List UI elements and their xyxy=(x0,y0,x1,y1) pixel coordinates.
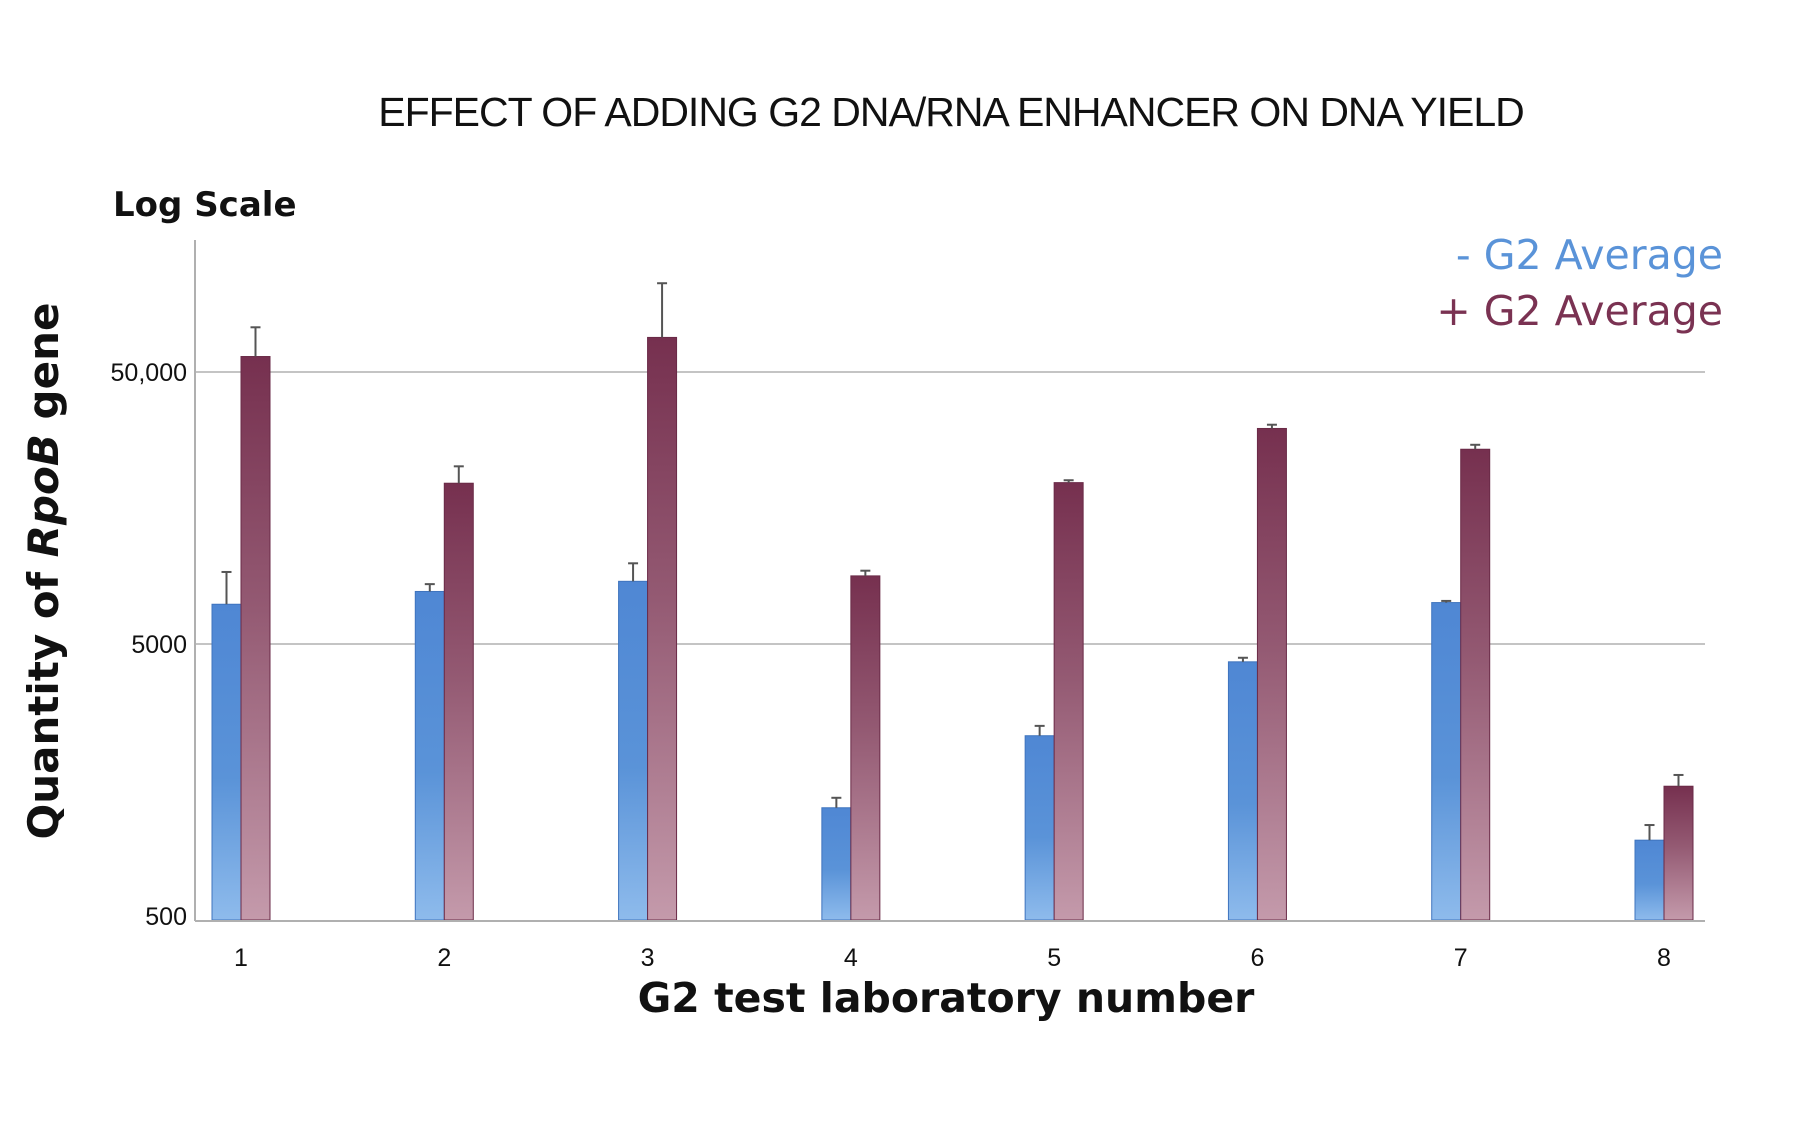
y-axis-label-suffix: gene xyxy=(19,303,68,435)
bar xyxy=(821,807,852,921)
y-tick-labels: 500 5000 50,000 xyxy=(111,359,187,931)
bar xyxy=(1431,602,1462,921)
legend-entry: - G2 Average xyxy=(1456,231,1723,279)
bar xyxy=(240,356,271,921)
x-tick-label: 8 xyxy=(1657,944,1671,972)
chart-title: EFFECT OF ADDING G2 DNA/RNA ENHANCER ON … xyxy=(378,89,1524,135)
y-tick-label: 50,000 xyxy=(111,359,187,387)
bar xyxy=(1663,785,1694,921)
bar xyxy=(211,603,242,921)
bar xyxy=(443,482,474,921)
y-tick-label: 5000 xyxy=(131,631,187,659)
x-tick-label: 3 xyxy=(641,944,655,972)
bar xyxy=(647,336,678,921)
x-tick-labels: 1 2 3 4 5 6 7 8 xyxy=(234,944,1671,972)
y-tick-label: 500 xyxy=(145,903,187,931)
error-bars xyxy=(221,282,1684,841)
y-axis-label: Quantity of RpoB gene xyxy=(19,303,68,840)
x-axis-label: G2 test laboratory number xyxy=(638,974,1256,1022)
bar xyxy=(414,590,445,921)
bar xyxy=(618,580,649,921)
scale-note: Log Scale xyxy=(113,185,297,225)
bar xyxy=(1460,448,1491,921)
bar xyxy=(1024,735,1055,921)
x-tick-label: 6 xyxy=(1250,944,1264,972)
x-tick-label: 5 xyxy=(1047,944,1061,972)
x-tick-label: 7 xyxy=(1454,944,1468,972)
y-axis-label-italic: RpoB xyxy=(19,434,68,557)
legend: - G2 Average + G2 Average xyxy=(1436,231,1723,335)
bar xyxy=(1256,427,1287,921)
x-tick-label: 1 xyxy=(234,944,248,972)
legend-entry: + G2 Average xyxy=(1436,287,1723,335)
bar xyxy=(1634,839,1665,921)
y-axis-label-prefix: Quantity of xyxy=(19,557,68,839)
bar xyxy=(850,575,881,921)
axes xyxy=(194,240,1705,922)
x-tick-label: 2 xyxy=(437,944,451,972)
bar xyxy=(1053,482,1084,921)
x-tick-label: 4 xyxy=(844,944,858,972)
bars xyxy=(211,336,1694,921)
bar xyxy=(1227,661,1258,921)
